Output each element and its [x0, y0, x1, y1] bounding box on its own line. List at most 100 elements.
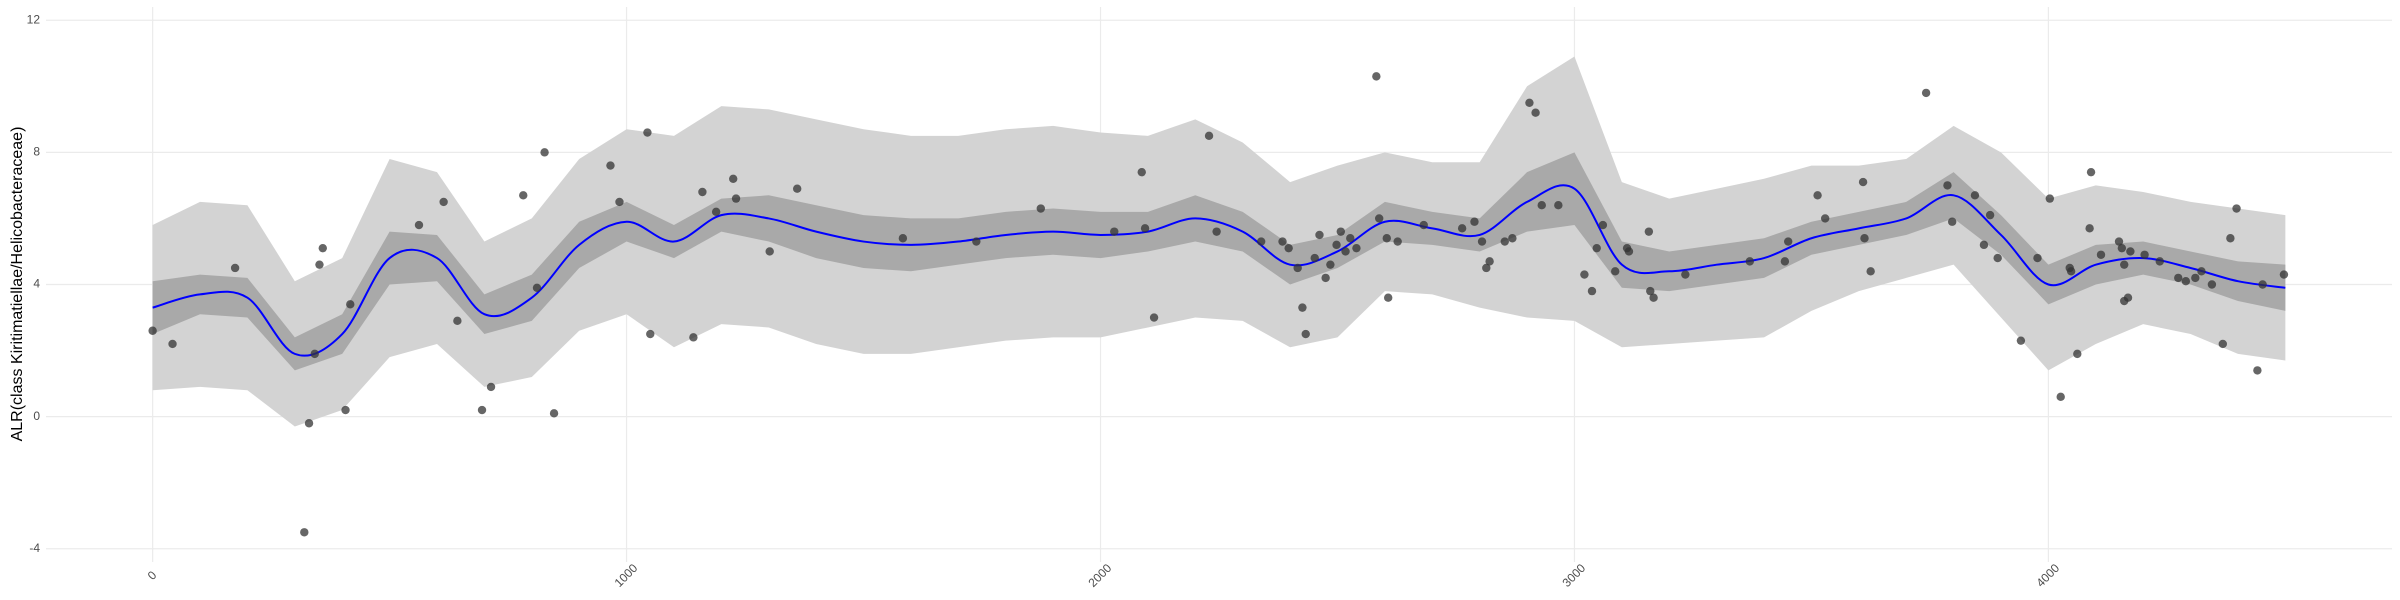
y-tick-label: 0: [33, 409, 40, 423]
data-point: [414, 220, 424, 230]
data-point: [646, 329, 655, 339]
data-point: [2066, 267, 2076, 276]
data-point: [168, 339, 177, 349]
data-point: [2120, 260, 2129, 269]
x-tick-label: 4000: [2033, 561, 2062, 590]
data-point: [1332, 240, 1341, 250]
data-point: [1137, 167, 1146, 177]
data-point: [1321, 273, 1330, 283]
data-point: [2033, 253, 2042, 263]
y-tick-label: 12: [27, 12, 41, 26]
data-point: [1985, 210, 1995, 220]
data-point: [1256, 237, 1266, 246]
data-point: [1784, 237, 1793, 246]
data-point: [1485, 257, 1494, 266]
data-point: [1813, 191, 1822, 200]
data-point: [2085, 224, 2094, 233]
data-point: [318, 243, 327, 253]
data-point: [346, 300, 355, 309]
data-point: [1341, 247, 1350, 256]
data-point: [1293, 263, 1302, 273]
data-point: [1866, 267, 1875, 276]
x-tick-label: 0: [145, 568, 160, 583]
y-tick-label: 8: [33, 145, 40, 159]
data-point: [1537, 201, 1546, 210]
data-point: [1943, 181, 1952, 190]
data-point: [1310, 253, 1319, 263]
data-point: [2253, 366, 2262, 375]
x-tick-label: 1000: [612, 561, 641, 590]
data-point: [615, 197, 624, 207]
data-point: [1587, 286, 1597, 296]
data-point: [2191, 273, 2200, 283]
data-point: [1383, 293, 1393, 302]
data-point: [486, 382, 496, 392]
data-point: [1646, 286, 1655, 296]
data-point: [549, 409, 559, 418]
y-tick-label: -4: [29, 541, 40, 555]
data-point: [148, 326, 157, 335]
data-point: [1470, 217, 1479, 226]
data-point: [540, 148, 549, 157]
data-point: [2174, 273, 2183, 283]
data-point: [2123, 293, 2133, 302]
x-tick-label: 2000: [1086, 561, 1115, 590]
data-point: [1592, 243, 1601, 253]
data-point: [300, 528, 309, 537]
data-point: [1315, 230, 1324, 240]
data-point: [1649, 293, 1658, 302]
data-point: [1374, 214, 1384, 223]
data-point: [898, 234, 908, 243]
data-point: [1301, 329, 1310, 339]
data-point: [477, 405, 487, 415]
data-point: [1278, 237, 1287, 246]
data-point: [1681, 270, 1690, 279]
data-point: [2197, 267, 2206, 276]
data-point: [2056, 392, 2065, 402]
data-point: [2232, 204, 2241, 213]
data-point: [2207, 280, 2217, 289]
data-point: [1036, 204, 1045, 213]
data-point: [1149, 313, 1159, 322]
data-point: [2140, 250, 2149, 259]
data-point: [315, 260, 324, 269]
data-point: [1947, 217, 1957, 226]
data-point: [1598, 220, 1608, 230]
data-point: [1921, 88, 1931, 98]
data-point: [1212, 227, 1221, 236]
data-point: [2045, 194, 2055, 203]
data-point: [1644, 227, 1654, 236]
data-point: [1382, 234, 1391, 243]
data-point: [310, 349, 319, 359]
data-point: [1820, 214, 1830, 223]
data-point: [1993, 253, 2002, 263]
data-point: [689, 333, 698, 342]
data-point: [1482, 263, 1491, 273]
smooth-line: [152, 184, 2286, 357]
data-point: [2073, 349, 2082, 359]
data-point: [2126, 247, 2135, 256]
data-point: [341, 405, 350, 415]
inner-confidence-band: [152, 152, 2286, 371]
data-point: [1624, 247, 1634, 256]
data-point: [1326, 260, 1335, 269]
data-point: [1970, 191, 1980, 200]
data-point: [606, 161, 615, 170]
y-tick-label: 4: [33, 277, 40, 291]
data-point: [643, 128, 652, 137]
data-point: [1204, 131, 1214, 141]
data-point: [2096, 250, 2106, 259]
data-point: [519, 191, 528, 200]
data-point: [230, 263, 240, 273]
data-point: [1336, 227, 1346, 236]
data-point: [1531, 108, 1540, 117]
data-point: [304, 419, 314, 428]
data-point: [1508, 234, 1517, 243]
data-point: [1858, 177, 1868, 187]
data-point: [2114, 237, 2124, 246]
data-point: [1140, 224, 1150, 233]
data-point: [711, 207, 721, 217]
data-point: [2155, 257, 2164, 266]
data-point: [731, 194, 741, 203]
